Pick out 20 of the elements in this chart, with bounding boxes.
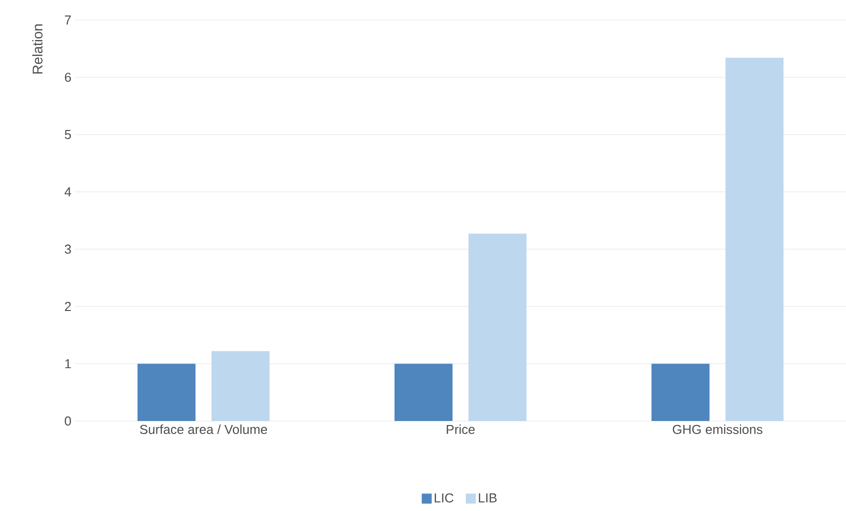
x-tick-label: Price [446,424,475,434]
y-tick-label: 3 [64,244,71,254]
x-tick-label: GHG emissions [672,424,762,434]
y-axis-title: Relation [32,24,43,74]
bar [394,364,453,421]
y-tick-label: 6 [64,72,71,82]
x-tick-label: Surface area / Volume [140,424,267,434]
y-tick-label: 0 [64,416,71,426]
y-tick-label: 4 [64,187,72,196]
bar [468,234,527,421]
bar [212,351,270,421]
bar [652,364,710,421]
y-tick-label: 1 [65,359,71,368]
y-tick-label: 7 [64,16,71,24]
bar [726,58,784,421]
y-tick-label: 5 [64,130,71,140]
legend-label: LIC [434,493,454,503]
y-tick-label: 2 [64,302,71,311]
legend-label: LIB [478,493,497,502]
bar [138,364,196,421]
